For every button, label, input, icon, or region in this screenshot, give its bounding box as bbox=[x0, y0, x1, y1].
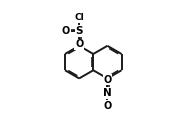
Text: S: S bbox=[75, 26, 83, 36]
Text: O: O bbox=[103, 101, 112, 111]
Text: O: O bbox=[75, 39, 83, 49]
Text: O: O bbox=[103, 75, 112, 85]
Text: N: N bbox=[103, 88, 112, 98]
Text: Cl: Cl bbox=[74, 13, 84, 22]
Text: O: O bbox=[62, 26, 70, 36]
